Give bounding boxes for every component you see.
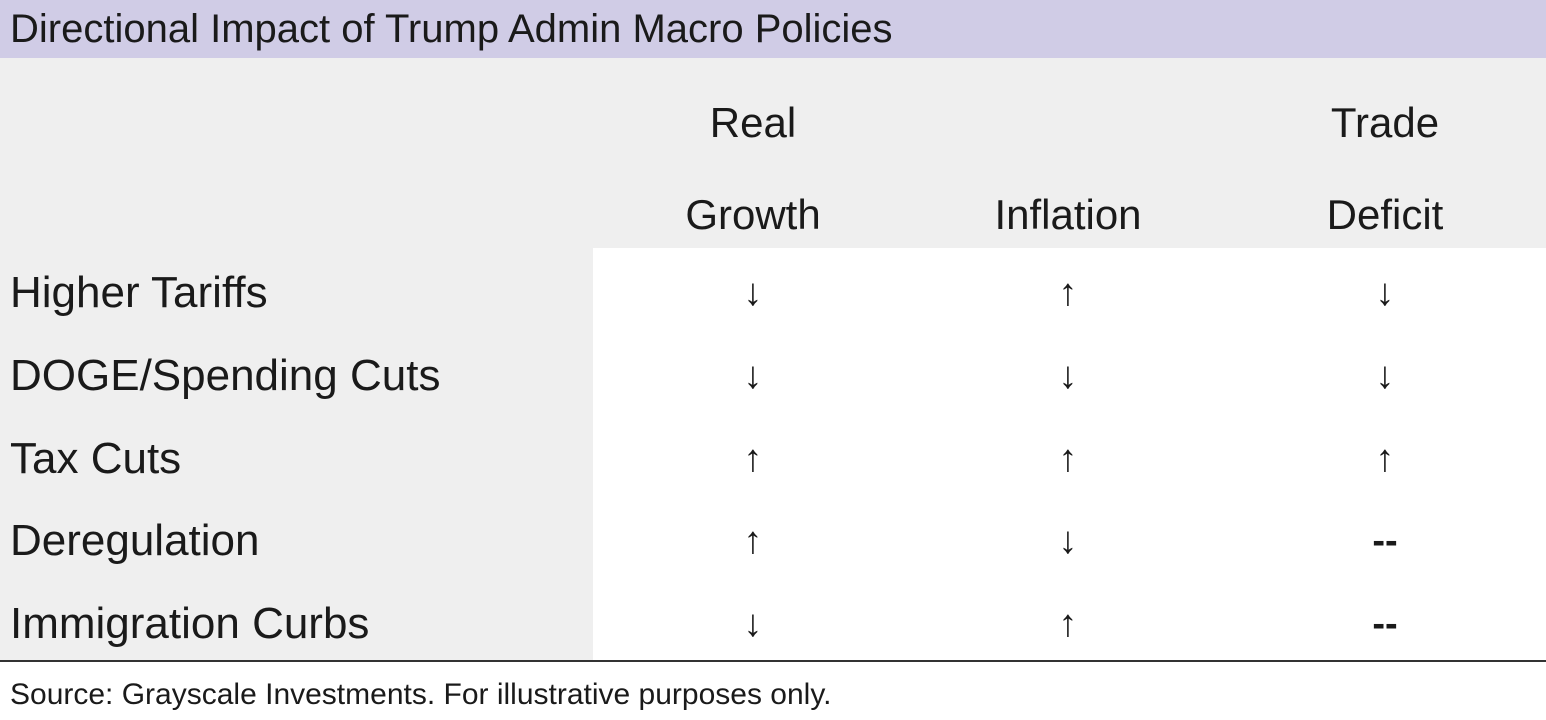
cell: --: [1372, 603, 1398, 645]
cell: --: [1372, 520, 1398, 563]
label-band: [0, 248, 593, 661]
footer: Source: Grayscale Investments. For illus…: [10, 678, 832, 711]
cell: ↑: [1058, 603, 1078, 645]
cell: ↑: [1058, 437, 1078, 480]
cell: ↓: [743, 603, 763, 645]
cell: ↓: [743, 272, 763, 314]
cell: ↓: [1375, 354, 1395, 397]
row-label: Tax Cuts: [10, 433, 182, 483]
cell: ↓: [1058, 520, 1078, 563]
cell: ↓: [743, 354, 763, 397]
cell: ↑: [1375, 437, 1395, 480]
footer-rule: [0, 660, 1546, 662]
row-label: Higher Tariffs: [10, 268, 268, 317]
title: Directional Impact of Trump Admin Macro …: [10, 7, 893, 51]
row-label: Immigration Curbs: [10, 599, 370, 648]
column-header: Inflation: [994, 191, 1142, 238]
column-header: Trade: [1330, 99, 1440, 146]
column-header: Real: [709, 99, 797, 146]
cell: ↓: [1375, 272, 1395, 314]
cell: ↑: [743, 437, 763, 480]
column-header: Deficit: [1326, 191, 1444, 238]
cell: ↓: [1058, 354, 1078, 397]
cell: ↑: [1058, 272, 1078, 314]
header-band: [0, 58, 1546, 248]
row-label: DOGE/Spending Cuts: [10, 350, 441, 400]
cell: ↑: [743, 520, 763, 563]
row-label: Deregulation: [10, 516, 260, 566]
column-header: Growth: [685, 191, 821, 238]
title-band: [0, 0, 1546, 58]
